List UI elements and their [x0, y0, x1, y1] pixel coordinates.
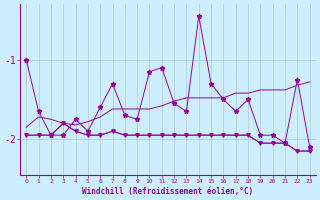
X-axis label: Windchill (Refroidissement éolien,°C): Windchill (Refroidissement éolien,°C): [82, 187, 253, 196]
